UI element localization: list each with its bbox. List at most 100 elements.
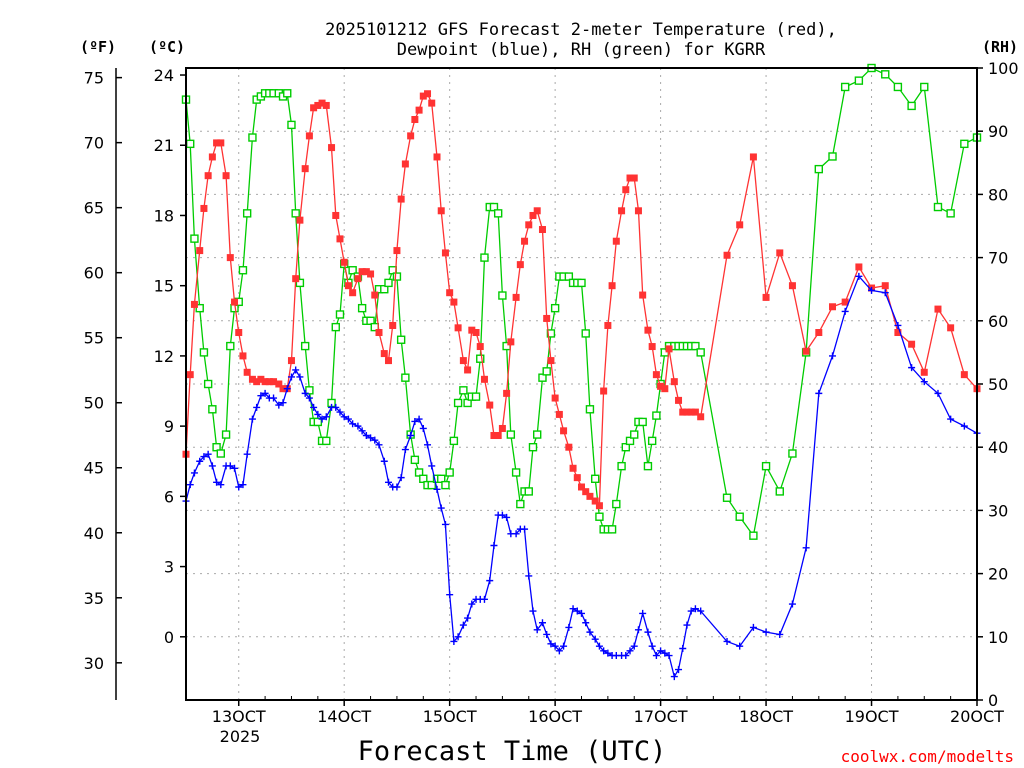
rh-unit-label: (RH) [982, 38, 1018, 56]
fahrenheit-tick-label: 70 [84, 134, 104, 153]
temperature-point [582, 488, 590, 496]
temperature-point [380, 350, 388, 358]
temperature-point [213, 139, 221, 147]
dewpoint-point [591, 635, 599, 643]
dewpoint-point [401, 446, 409, 454]
dewpoint-point [881, 289, 889, 297]
rh-point [287, 120, 296, 130]
dewpoint-point [691, 605, 699, 613]
rh-point [621, 443, 630, 452]
rh-point [643, 461, 653, 471]
dewpoint-point [275, 401, 283, 409]
dewpoint-point [261, 389, 269, 397]
temperature-point [604, 321, 612, 329]
temperature-point [248, 375, 256, 383]
temperature-point [494, 431, 502, 439]
dewpoint-point [384, 478, 392, 486]
dewpoint-point [217, 481, 225, 489]
dewpoint-point [239, 481, 247, 489]
temperature-point [279, 385, 287, 393]
dewpoint-point [648, 642, 656, 650]
temperature-point [371, 291, 379, 299]
celsius-tick-label: 21 [154, 136, 174, 155]
dewpoint-point [560, 642, 568, 650]
temperature-point [231, 298, 239, 306]
dewpoint-point [454, 633, 462, 641]
rh-point [396, 335, 406, 344]
rh-tick-label: 30 [988, 501, 1008, 520]
temperature-point [543, 314, 551, 322]
temperature-point [652, 371, 660, 379]
rh-point [221, 430, 231, 439]
temperature-point [533, 207, 541, 215]
rh-tick-label: 80 [988, 185, 1008, 204]
dewpoint-point [868, 286, 876, 294]
dewpoint-point [529, 607, 537, 615]
dewpoint-point [437, 504, 445, 512]
rh-point [933, 202, 943, 212]
rh-tick-label: 70 [988, 249, 1008, 268]
rh-point [511, 468, 521, 477]
temperature-point [428, 99, 436, 107]
fahrenheit-unit-label: (ºF) [80, 38, 116, 56]
temperature-point [920, 368, 928, 376]
dewpoint-point [788, 600, 796, 608]
dewpoint-point [393, 483, 401, 491]
rh-point [445, 468, 454, 477]
rh-point [463, 398, 472, 408]
dewpoint-point [547, 640, 555, 648]
rh-tick-label: 0 [988, 691, 998, 710]
rh-tick-label: 50 [988, 375, 1008, 394]
temperature-point [618, 207, 626, 215]
rh-point [564, 272, 574, 281]
dewpoint-point [622, 652, 630, 660]
dewpoint-point [322, 413, 330, 421]
rh-tick-label: 100 [988, 59, 1019, 78]
x-tick-label: 20OCT [950, 707, 1004, 726]
temperature-point [486, 401, 494, 409]
dewpoint-point [490, 542, 498, 550]
rh-point [208, 405, 217, 414]
rh-tick-label: 10 [988, 628, 1008, 647]
dewpoint-point [525, 572, 533, 580]
dewpoint-point [630, 642, 638, 650]
dewpoint-point [934, 389, 942, 397]
temperature-point [525, 221, 533, 229]
dewpoint-point [190, 469, 198, 477]
rh-point [528, 443, 538, 452]
rh-point [814, 164, 823, 174]
dewpoint-point [480, 595, 488, 603]
temperature-point [472, 329, 480, 337]
celsius-tick-label: 24 [154, 66, 174, 85]
temperature-point [665, 345, 673, 353]
credit-link[interactable]: coolwx.com/modelts [841, 747, 1014, 766]
temperature-point [397, 195, 405, 203]
dewpoint-point [762, 628, 770, 636]
rh-point [652, 411, 661, 420]
dewpoint-point [960, 422, 968, 430]
dewpoint-point [340, 413, 348, 421]
temperature-point [512, 293, 520, 301]
rh-point [186, 139, 195, 149]
rh-point [749, 531, 758, 540]
temperature-point [736, 221, 744, 229]
rh-line [185, 67, 978, 538]
rh-point [498, 291, 507, 300]
temperature-point [305, 132, 313, 140]
grid [186, 68, 977, 700]
temperature-point [239, 352, 247, 360]
dewpoint-point [292, 366, 300, 374]
temperature-point [723, 251, 731, 259]
rh-point [449, 436, 459, 446]
dewpoint-point [235, 483, 243, 491]
rh-point [595, 512, 604, 521]
series-rh [181, 63, 982, 540]
rh-point [459, 386, 468, 395]
rh-point [305, 386, 314, 395]
rh-point [516, 499, 525, 509]
rh-point [577, 278, 586, 288]
temperature-point [749, 153, 757, 161]
dewpoint-point [697, 607, 705, 615]
dewpoint-point [486, 577, 494, 585]
dewpoint-point [380, 457, 388, 465]
